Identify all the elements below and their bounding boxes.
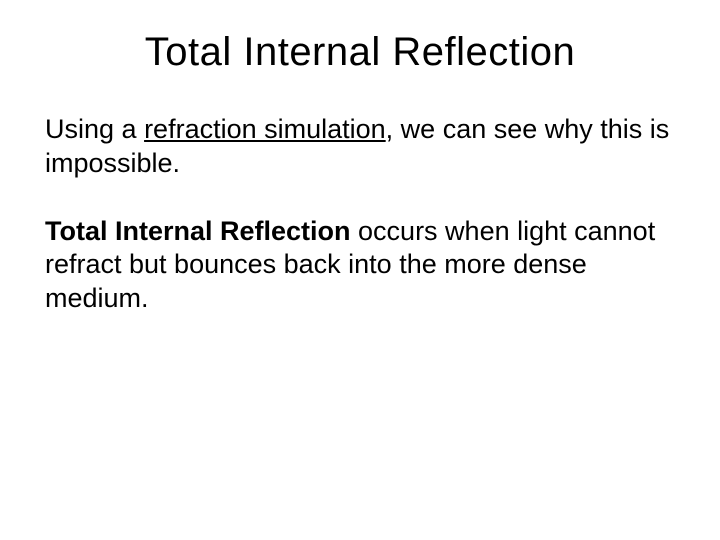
refraction-simulation-link[interactable]: refraction simulation: [144, 114, 386, 144]
paragraph-definition: Total Internal Reflection occurs when li…: [45, 215, 675, 316]
slide-title: Total Internal Reflection: [45, 30, 675, 75]
term-bold: Total Internal Reflection: [45, 216, 351, 246]
paragraph-intro: Using a refraction simulation, we can se…: [45, 113, 675, 181]
text-prefix: Using a: [45, 114, 144, 144]
